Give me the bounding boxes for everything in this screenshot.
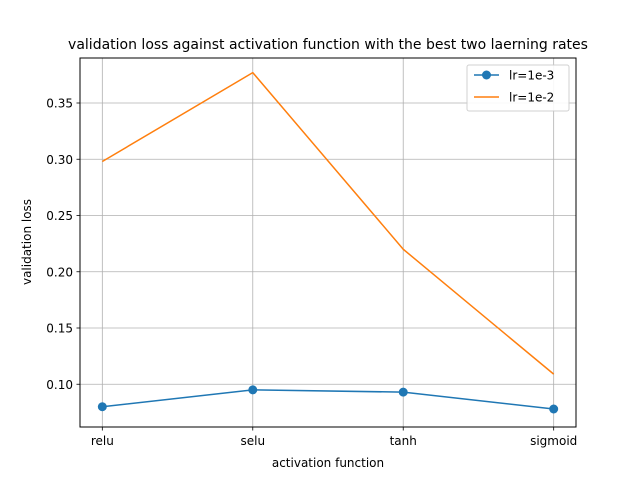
series-lines bbox=[97, 71, 559, 414]
x-tick-label: relu bbox=[91, 434, 114, 448]
series-point-0 bbox=[97, 402, 107, 412]
series-line-0 bbox=[102, 389, 554, 410]
plot-frame bbox=[79, 57, 577, 428]
series-point-0 bbox=[398, 387, 408, 397]
y-tick-label: 0.15 bbox=[46, 322, 73, 336]
y-tick-label: 0.25 bbox=[46, 209, 73, 223]
legend-marker-lr-1e-3 bbox=[482, 70, 491, 80]
legend-box bbox=[466, 64, 570, 112]
x-tick-label: selu bbox=[240, 434, 265, 448]
y-tick-label: 0.30 bbox=[46, 153, 73, 167]
chart-title: validation loss against activation funct… bbox=[68, 37, 588, 53]
series-point-0 bbox=[248, 385, 258, 395]
legend-label-lr-1e-2: lr=1e-2 bbox=[509, 91, 554, 105]
y-tick-label: 0.35 bbox=[46, 97, 73, 111]
y-tick-label: 0.20 bbox=[46, 265, 73, 279]
x-axis-label: activation function bbox=[272, 456, 384, 470]
y-tick-label: 0.10 bbox=[46, 378, 73, 392]
y-axis-label: validation loss bbox=[20, 199, 34, 285]
x-tick-label: tanh bbox=[390, 434, 417, 448]
axis-ticks: relu selu tanh sigmoid 0.10 0.15 0.20 0.25 0.30 0… bbox=[46, 97, 577, 449]
legend: lr=1e-3 lr=1e-2 bbox=[466, 64, 570, 112]
series-point-0 bbox=[549, 404, 559, 414]
legend-label-lr-1e-3: lr=1e-3 bbox=[509, 69, 554, 83]
x-tick-label: sigmoid bbox=[530, 434, 577, 448]
series-line-1 bbox=[101, 71, 555, 375]
